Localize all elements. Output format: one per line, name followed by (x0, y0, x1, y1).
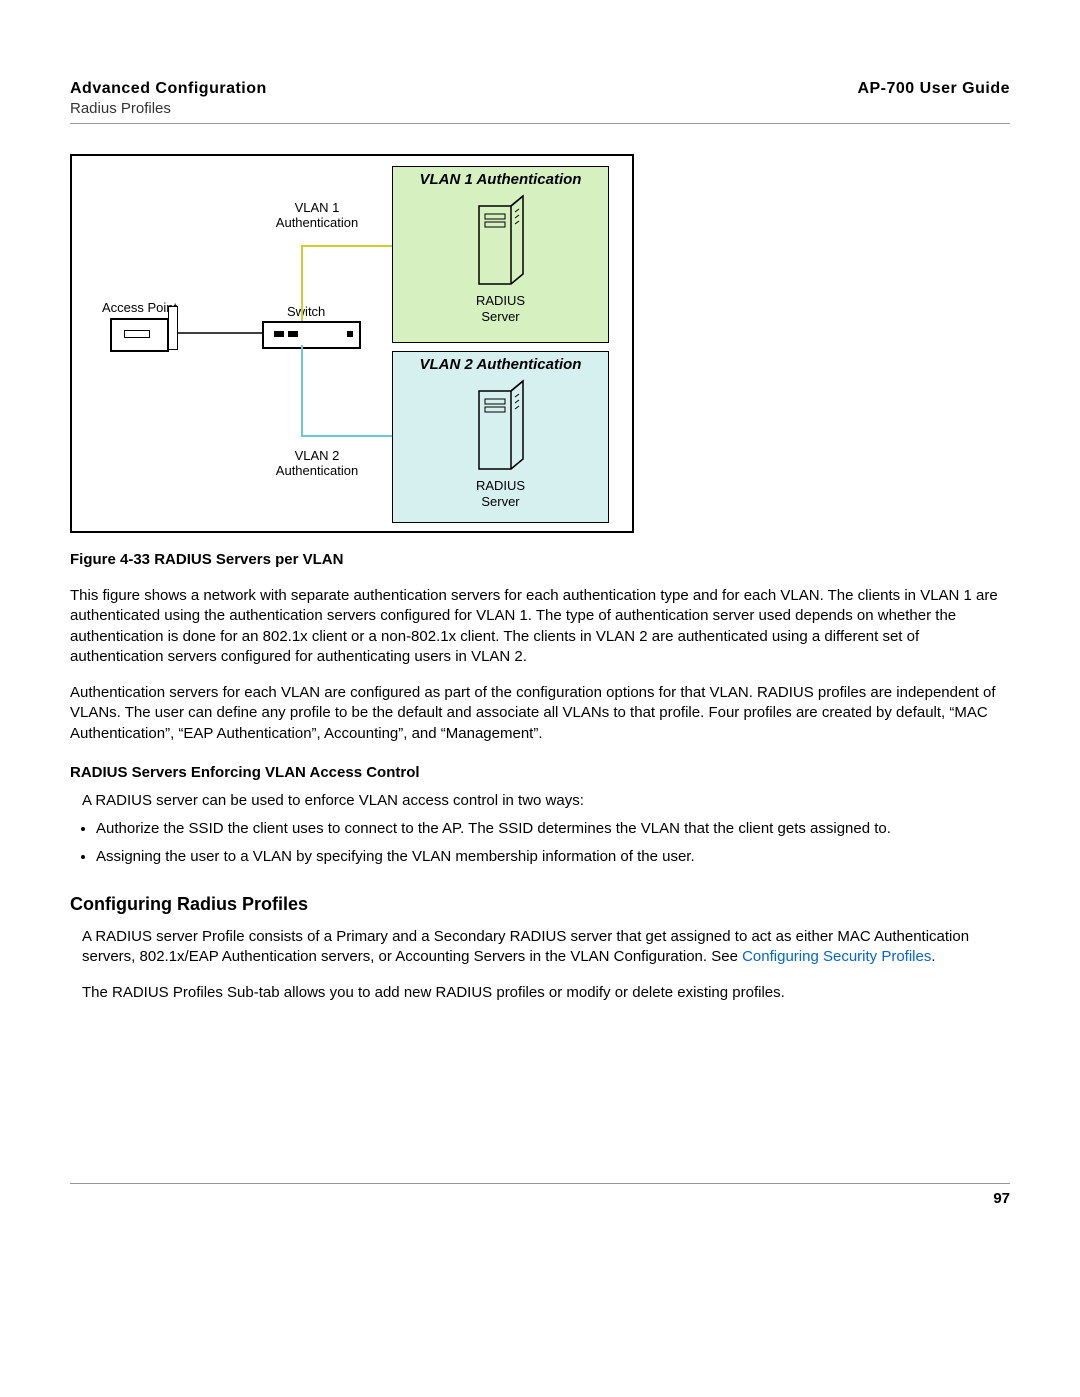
page-header: Advanced Configuration Radius Profiles A… (70, 80, 1010, 124)
bullet-item: Assigning the user to a VLAN by specifyi… (96, 847, 1010, 867)
paragraph-1: This figure shows a network with separat… (70, 586, 1010, 667)
vlan2-title: VLAN 2 Authentication (393, 352, 608, 379)
config-security-profiles-link[interactable]: Configuring Security Profiles (742, 948, 931, 965)
page-footer: 97 (70, 1183, 1010, 1207)
vlan1-server-label: RADIUSServer (393, 293, 608, 324)
section-paragraph-2: The RADIUS Profiles Sub-tab allows you t… (82, 983, 1010, 1003)
figure-caption: Figure 4-33 RADIUS Servers per VLAN (70, 551, 1010, 568)
vlan2-server-label: RADIUSServer (393, 478, 608, 509)
vlan2-line-label: VLAN 2Authentication (262, 448, 372, 478)
vlan2-auth-box: VLAN 2 Authentication RADIUSServer (392, 351, 609, 523)
bullet-list: Authorize the SSID the client uses to co… (96, 819, 1010, 868)
vlan1-auth-box: VLAN 1 Authentication RADIUSServer (392, 166, 609, 343)
header-left: Advanced Configuration Radius Profiles (70, 80, 267, 117)
section-paragraph-1: A RADIUS server Profile consists of a Pr… (82, 927, 1010, 968)
header-title: Advanced Configuration (70, 80, 267, 98)
radius-server-icon (471, 194, 531, 289)
antenna-icon (168, 306, 178, 350)
vlan1-line-label: VLAN 1Authentication (262, 200, 372, 230)
page-number: 97 (993, 1190, 1010, 1207)
sub-intro: A RADIUS server can be used to enforce V… (82, 791, 1010, 811)
bullet-item: Authorize the SSID the client uses to co… (96, 819, 1010, 839)
radius-server-icon (471, 379, 531, 474)
header-guide: AP-700 User Guide (857, 80, 1010, 98)
section-heading: Configuring Radius Profiles (70, 894, 1010, 915)
switch-label: Switch (287, 304, 325, 319)
sub-heading: RADIUS Servers Enforcing VLAN Access Con… (70, 764, 1010, 781)
access-point-icon (110, 318, 169, 352)
document-page: Advanced Configuration Radius Profiles A… (0, 0, 1080, 1247)
vlan1-title: VLAN 1 Authentication (393, 167, 608, 194)
paragraph-2: Authentication servers for each VLAN are… (70, 683, 1010, 744)
section-p1-text-b: . (931, 948, 935, 965)
header-subtitle: Radius Profiles (70, 100, 267, 117)
network-diagram: VLAN 1 Authentication RADIUSServer VLAN … (70, 154, 634, 533)
switch-icon (262, 321, 361, 349)
access-point-label: Access Point (102, 300, 177, 315)
